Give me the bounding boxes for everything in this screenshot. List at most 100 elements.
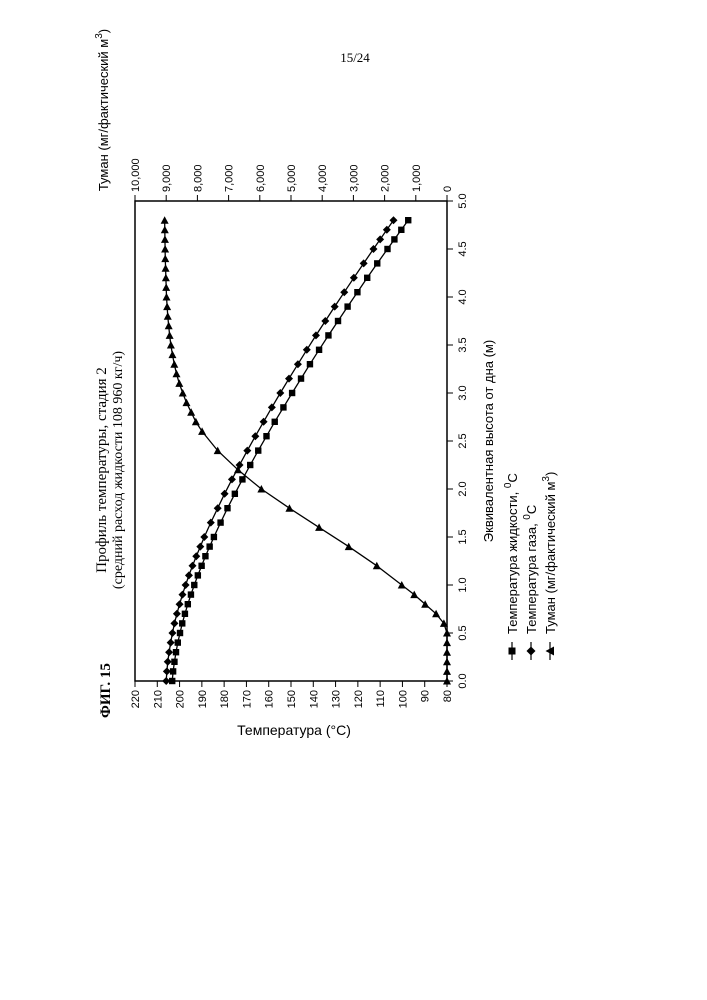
data-point-square [191,582,197,588]
data-point-triangle [165,322,173,330]
legend-item-liquid: Температура жидкости, 0C [503,473,520,660]
data-point-diamond [243,447,251,455]
series-square [169,217,411,684]
data-point-square [206,543,212,549]
data-point-diamond [185,571,193,579]
data-point-diamond [383,226,391,234]
data-point-diamond [182,581,190,589]
data-point-square [202,553,208,559]
x-tick-label: 2.5 [457,433,469,448]
data-point-square [272,419,278,425]
data-point-diamond [163,667,171,675]
data-point-square [374,260,380,266]
x-tick-label: 2.0 [457,481,469,496]
legend-item-gas: Температура газа, 0C [522,505,539,660]
data-point-diamond [168,629,176,637]
data-point-square [384,246,390,252]
data-point-triangle [161,255,169,263]
data-point-diamond [340,288,348,296]
data-point-diamond [176,600,184,608]
legend: Температура жидкости, 0C Температура газ… [503,472,558,660]
data-point-diamond [165,648,173,656]
data-point-square [335,318,341,324]
y2-tick-label: 9,000 [161,164,173,192]
figure-label: ФИГ. 15 [98,663,114,718]
data-point-square [398,227,404,233]
data-point-triangle [161,245,169,253]
legend-item-mist: Туман (мг/фактический м3) [541,472,558,660]
svg-text:Туман (мг/фактический м3): Туман (мг/фактический м3) [541,472,558,634]
data-series [161,216,451,685]
data-point-triangle [187,408,195,416]
chart-subtitle: (средний расход жидкости 108 960 кг/ч) [111,351,126,589]
data-point-triangle [345,543,353,551]
data-point-diamond [221,490,229,498]
data-point-triangle [198,427,206,435]
data-point-square [307,361,313,367]
data-point-diamond [268,403,276,411]
y-tick-label: 140 [308,690,320,708]
legend-marker-square [509,648,516,655]
data-point-diamond [178,591,186,599]
y2-tick-label: 2,000 [380,164,392,192]
data-point-triangle [182,399,190,407]
data-point-triangle [161,235,169,243]
x-tick-label: 4.5 [457,241,469,256]
y2-tick-label: 8,000 [192,164,204,192]
data-point-square [263,433,269,439]
y-tick-label: 160 [264,690,276,708]
data-point-square [211,534,217,540]
y2-axis-title: Туман (мг/фактический м3) [94,29,111,191]
data-point-diamond [331,303,339,311]
data-point-triangle [179,389,187,397]
data-point-triangle [161,216,169,224]
data-point-square [364,275,370,281]
data-point-square [177,630,183,636]
y2-tick-label: 1,000 [411,164,423,192]
data-point-diamond [170,619,178,627]
series-line-triangle [165,220,447,681]
x-tick-label: 0.0 [457,673,469,688]
data-point-square [195,572,201,578]
data-point-square [179,620,185,626]
legend-label-gas: Температура газа, [524,520,539,634]
data-point-square [173,649,179,655]
data-point-triangle [163,293,171,301]
data-point-square [405,217,411,223]
data-point-square [298,375,304,381]
data-point-triangle [443,639,451,647]
data-point-triangle [161,226,169,234]
data-point-diamond [167,639,175,647]
legend-unit-liquid: C [505,473,520,482]
data-point-square [255,447,261,453]
data-point-diamond [350,274,358,282]
y-tick-label: 170 [241,690,253,708]
y-tick-label: 80 [442,690,454,702]
data-point-diamond [228,475,236,483]
data-point-triangle [167,341,175,349]
x-tick-label: 5.0 [457,193,469,208]
x-tick-label: 1.5 [457,529,469,544]
data-point-triangle [175,379,183,387]
y-tick-label: 120 [353,690,365,708]
y-tick-label: 200 [175,690,187,708]
legend-label-liquid: Температура жидкости, [505,488,520,634]
chart-title: Профиль температуры, стадия 2 [94,367,110,573]
x-tick-label: 3.0 [457,385,469,400]
y-tick-label: 180 [219,690,231,708]
data-point-square [182,611,188,617]
data-point-triangle [163,303,171,311]
data-point-diamond [260,418,268,426]
data-point-triangle [373,562,381,570]
data-point-diamond [162,677,170,685]
data-point-triangle [162,283,170,291]
y-tick-label: 110 [375,690,387,708]
data-point-triangle [166,331,174,339]
series-diamond [162,216,397,685]
data-point-square [175,639,181,645]
svg-text:Температура жидкости, 0C: Температура жидкости, 0C [503,473,520,634]
data-point-square [224,505,230,511]
data-point-diamond [196,543,204,551]
y-tick-label: 220 [130,690,142,708]
